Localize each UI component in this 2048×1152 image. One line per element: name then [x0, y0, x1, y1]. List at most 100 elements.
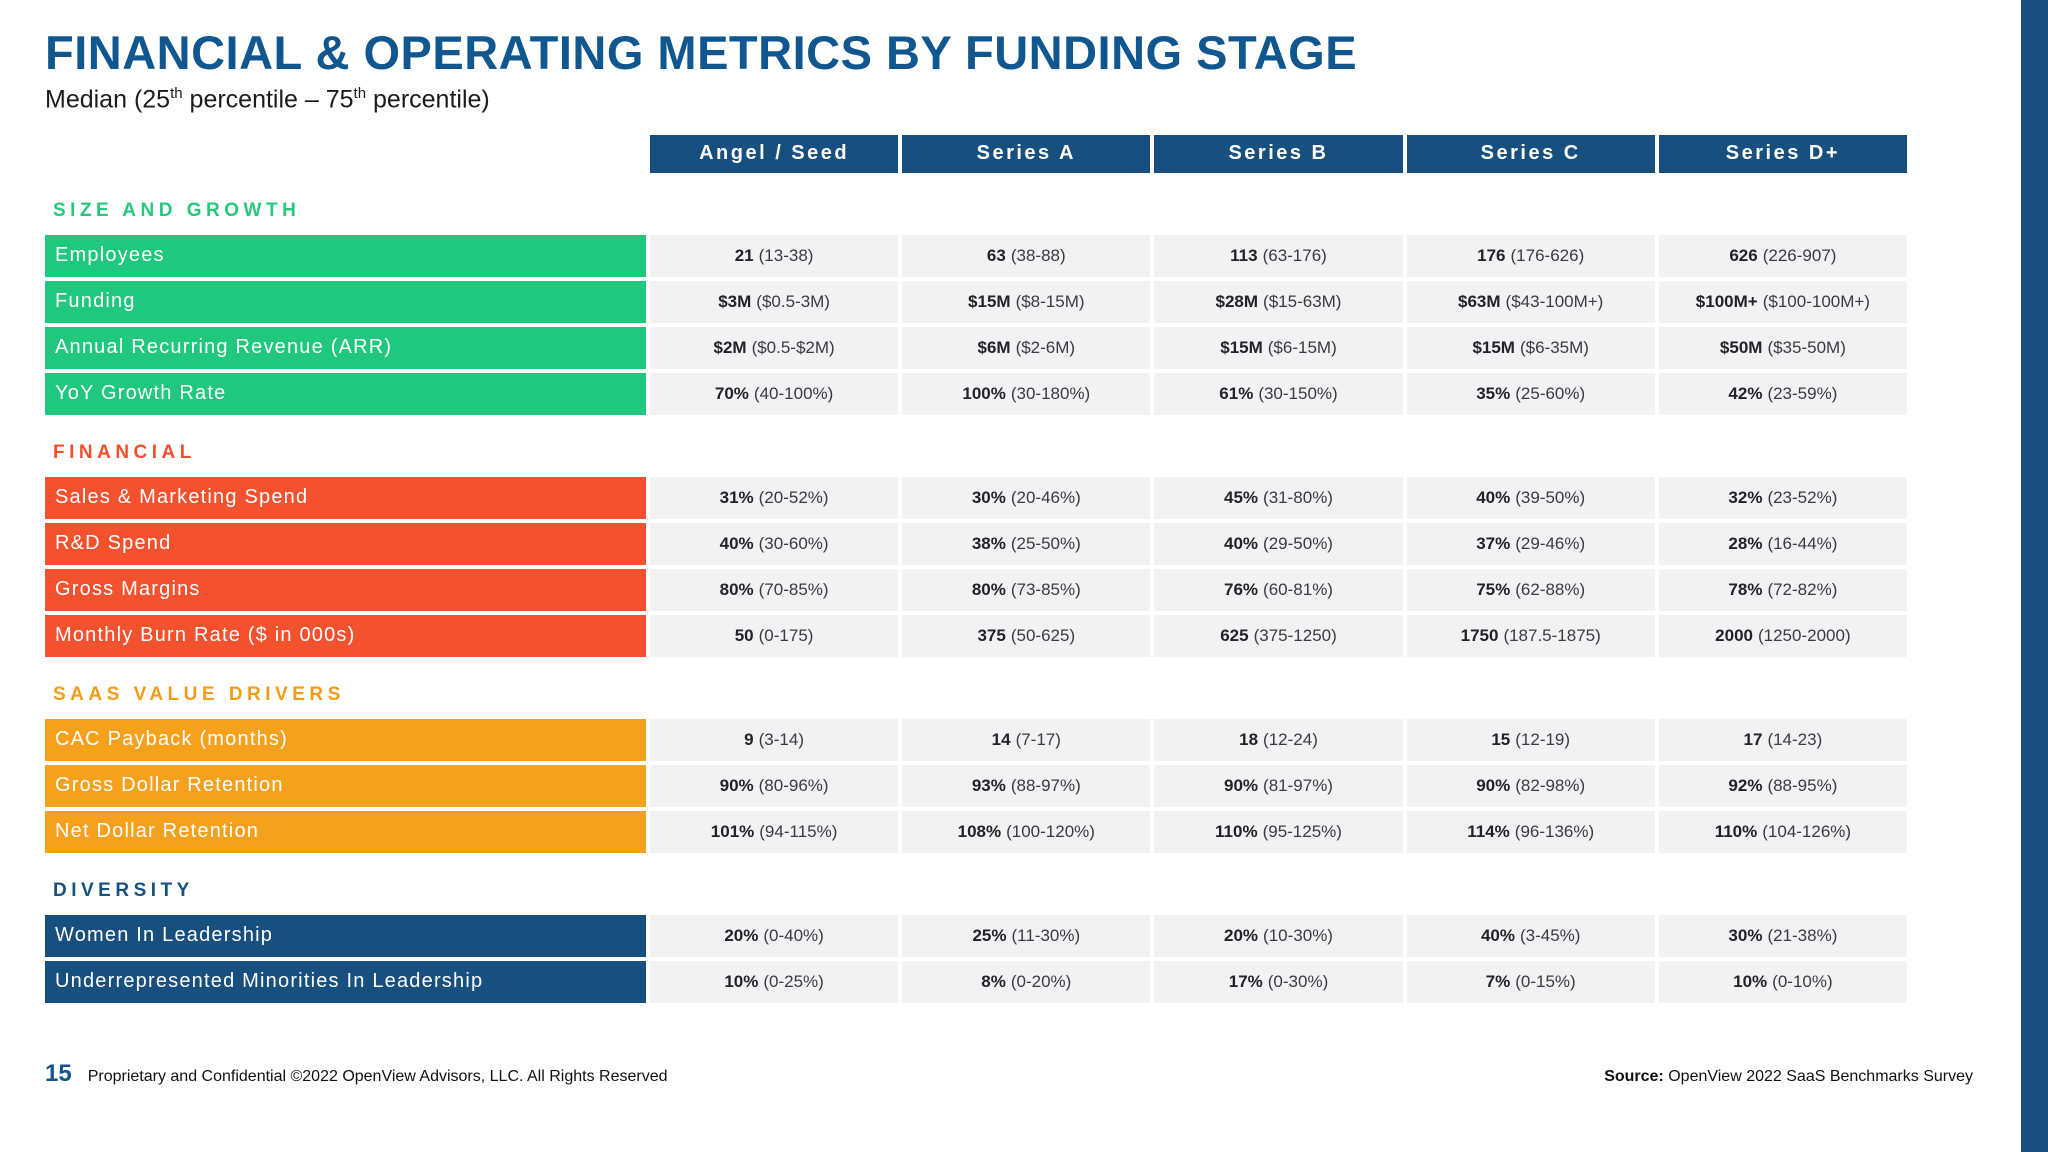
median-value: $15M — [968, 291, 1011, 311]
metric-value-cell: 8% (0-20%) — [902, 960, 1151, 1003]
column-header: Angel / Seed — [650, 134, 899, 173]
median-value: 1750 — [1460, 625, 1499, 645]
percentile-range: (29-46%) — [1515, 533, 1586, 553]
metric-row: Underrepresented Minorities In Leadershi… — [45, 960, 1907, 1003]
metric-section: DIVERSITY Women In Leadership 20% (0-40%) 25… — [45, 880, 1907, 1003]
section-title: DIVERSITY — [53, 879, 194, 901]
metric-value-cell: 20% (10-30%) — [1154, 914, 1403, 957]
median-value: 176 — [1477, 245, 1506, 265]
median-value: 7% — [1485, 971, 1511, 991]
metric-value-cell: 38% (25-50%) — [902, 522, 1151, 565]
median-value: 108% — [957, 821, 1002, 841]
percentile-range: (1250-2000) — [1757, 625, 1851, 645]
column-header: Series B — [1154, 134, 1403, 173]
median-value: 90% — [1224, 775, 1259, 795]
subtitle-superscript: th — [353, 85, 367, 103]
metric-section: FINANCIAL Sales & Marketing Spend 31% (20-5… — [45, 442, 1907, 657]
metric-value-cell: 113 (63-176) — [1154, 234, 1403, 277]
median-value: 40% — [1224, 533, 1259, 553]
percentile-range: (25-60%) — [1515, 383, 1586, 403]
percentile-range: (176-626) — [1510, 245, 1585, 265]
median-value: 80% — [719, 579, 754, 599]
percentile-range: (12-19) — [1515, 729, 1571, 749]
median-value: 38% — [971, 533, 1006, 553]
right-edge-accent-bar — [2021, 0, 2048, 1152]
percentile-range: (3-14) — [758, 729, 804, 749]
metric-value-cell: $3M ($0.5-3M) — [650, 280, 899, 323]
percentile-range: ($0.5-$2M) — [751, 337, 835, 357]
row-label: Sales & Marketing Spend — [45, 476, 646, 519]
metric-value-cell: 30% (20-46%) — [902, 476, 1151, 519]
percentile-range: (10-30%) — [1263, 925, 1333, 945]
median-value: 63 — [986, 245, 1006, 265]
percentile-range: (187.5-1875) — [1503, 625, 1601, 645]
section-title: SIZE AND GROWTH — [53, 199, 301, 221]
metric-value-cell: $15M ($8-15M) — [902, 280, 1151, 323]
metric-value-cell: 37% (29-46%) — [1406, 522, 1655, 565]
metric-row: Net Dollar Retention 101% (94-115%) 108% (10… — [45, 810, 1907, 853]
median-value: $15M — [1220, 337, 1263, 357]
metric-value-cell: 15 (12-19) — [1406, 718, 1655, 761]
metric-value-cell: 28% (16-44%) — [1658, 522, 1907, 565]
metric-value-cell: 30% (21-38%) — [1658, 914, 1907, 957]
percentile-range: (38-88) — [1010, 245, 1066, 265]
confidentiality-note: Proprietary and Confidential ©2022 OpenV… — [87, 1068, 668, 1085]
header-spacer — [45, 135, 646, 173]
percentile-range: (94-115%) — [759, 821, 838, 841]
metric-value-cell: 92% (88-95%) — [1658, 764, 1907, 807]
median-value: 20% — [1224, 925, 1259, 945]
percentile-range: (62-88%) — [1515, 579, 1586, 599]
metric-section: SIZE AND GROWTH Employees 21 (13-38) 63 (38-8… — [45, 200, 1907, 415]
metric-value-cell: 10% (0-10%) — [1658, 960, 1907, 1003]
percentile-range: (375-1250) — [1253, 625, 1337, 645]
median-value: 30% — [971, 487, 1006, 507]
metric-row: Annual Recurring Revenue (ARR) $2M ($0.5-$… — [45, 326, 1907, 369]
metric-section: SAAS VALUE DRIVERS CAC Payback (months) 9(… — [45, 684, 1907, 853]
percentile-range: (11-30%) — [1011, 925, 1081, 945]
percentile-range: ($35-50M) — [1767, 337, 1846, 357]
row-label: Annual Recurring Revenue (ARR) — [45, 326, 646, 369]
metric-value-cell: 76% (60-81%) — [1154, 568, 1403, 611]
median-value: 28% — [1728, 533, 1763, 553]
percentile-range: (0-175) — [758, 625, 814, 645]
column-header: Series C — [1406, 134, 1655, 173]
subtitle-superscript: th — [170, 85, 183, 103]
metric-value-cell: 75% (62-88%) — [1406, 568, 1655, 611]
median-value: 110% — [1215, 821, 1258, 841]
metric-value-cell: $15M ($6-35M) — [1406, 326, 1655, 369]
percentile-range: (39-50%) — [1515, 487, 1586, 507]
median-value: $100M+ — [1695, 291, 1758, 311]
metric-row: R&D Spend 40% (30-60%) 38% (25-50%) 40% (29-50… — [45, 522, 1907, 565]
metric-value-cell: 108% (100-120%) — [902, 810, 1151, 853]
percentile-range: (3-45%) — [1519, 925, 1581, 945]
percentile-range: (20-46%) — [1010, 487, 1081, 507]
median-value: 9 — [744, 729, 754, 749]
metric-value-cell: 114% (96-136%) — [1406, 810, 1655, 853]
percentile-range: (0-30%) — [1267, 971, 1329, 991]
row-label: Gross Dollar Retention — [45, 764, 646, 807]
column-header-row: Angel / Seed Series A Series B Series C Seri… — [45, 134, 1907, 173]
metric-value-cell: 40% (39-50%) — [1406, 476, 1655, 519]
median-value: 40% — [1480, 925, 1515, 945]
percentile-range: ($15-63M) — [1263, 291, 1342, 311]
median-value: 21 — [734, 245, 754, 265]
percentile-range: (60-81%) — [1263, 579, 1333, 599]
row-label: YoY Growth Rate — [45, 372, 646, 415]
median-value: 626 — [1729, 245, 1758, 265]
median-value: 70% — [714, 383, 749, 403]
metric-value-cell: 31% (20-52%) — [650, 476, 899, 519]
metric-value-cell: 375 (50-625) — [902, 614, 1151, 657]
percentile-range: (7-17) — [1015, 729, 1061, 749]
metric-value-cell: 93% (88-97%) — [902, 764, 1151, 807]
median-value: $28M — [1215, 291, 1259, 311]
percentile-range: (0-40%) — [763, 925, 824, 945]
percentile-range: ($43-100M+) — [1505, 291, 1604, 311]
percentile-range: (16-44%) — [1767, 533, 1838, 553]
metric-value-cell: 70% (40-100%) — [650, 372, 899, 415]
percentile-range: ($6-15M) — [1267, 337, 1337, 357]
median-value: 10% — [724, 971, 759, 991]
metric-value-cell: 176 (176-626) — [1406, 234, 1655, 277]
metric-value-cell: 21 (13-38) — [650, 234, 899, 277]
median-value: 78% — [1728, 579, 1763, 599]
metric-value-cell: 80% (73-85%) — [902, 568, 1151, 611]
